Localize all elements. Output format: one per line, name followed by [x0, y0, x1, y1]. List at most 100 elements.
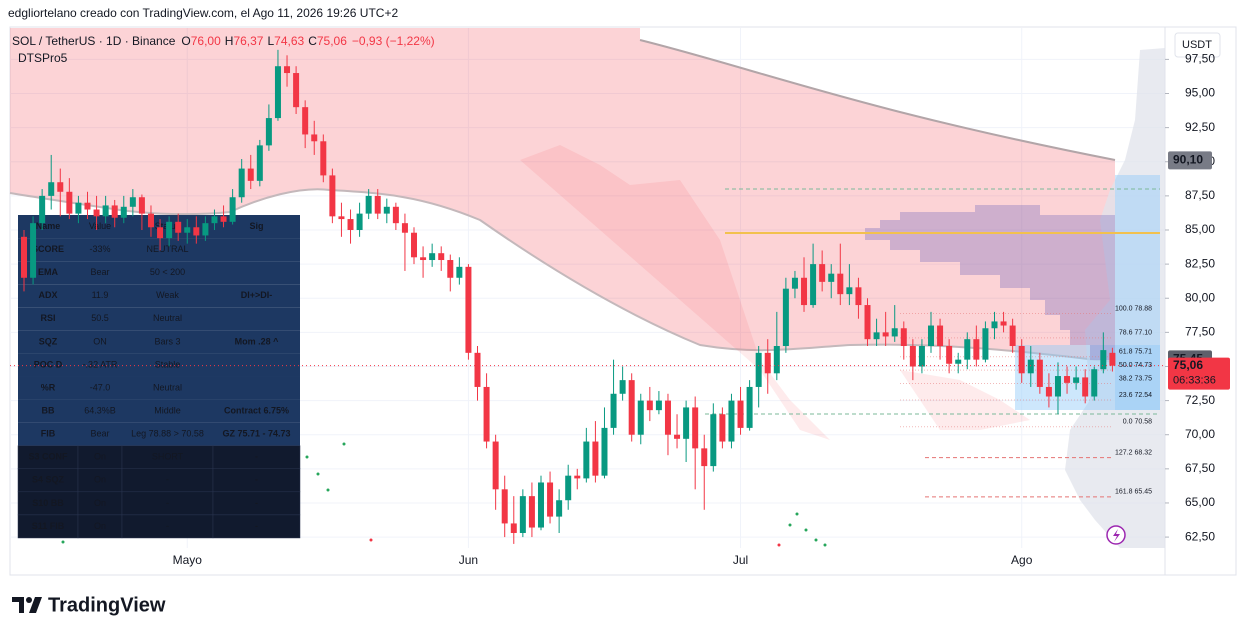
- table-text: POC D: [34, 359, 63, 369]
- ohlc-key: C: [308, 34, 317, 48]
- table-cell: [18, 422, 78, 446]
- candle-body: [728, 400, 735, 442]
- candle-body: [928, 325, 934, 347]
- candle-body: [528, 496, 535, 528]
- table-text: -: [255, 475, 258, 485]
- candle-body: [864, 305, 871, 340]
- candle-body: [284, 66, 291, 74]
- y-tick-label: 80,00: [1185, 290, 1215, 304]
- table-text: On: [94, 521, 106, 531]
- candle-body: [302, 107, 309, 135]
- candle-body: [311, 134, 318, 142]
- table-cell: [122, 261, 213, 285]
- y-tick-label: 67,50: [1185, 461, 1215, 475]
- candle-body: [21, 236, 27, 278]
- candle-body: [991, 321, 998, 329]
- table-text: Leg 78.88 > 70.58: [131, 429, 204, 439]
- candle-body: [238, 168, 245, 198]
- candle-body: [229, 197, 236, 222]
- table-text: Neutral: [153, 382, 182, 392]
- fib-label: 50.0 74.73: [1119, 362, 1152, 369]
- table-cell: [122, 284, 213, 308]
- ohlc-key: O: [181, 34, 190, 48]
- candle-body: [247, 168, 254, 181]
- candle-body: [274, 66, 281, 119]
- candle-body: [175, 221, 182, 233]
- table-text: BB: [42, 405, 55, 415]
- logo-mark: [12, 597, 24, 613]
- table-cell: [213, 376, 300, 400]
- candle-body: [701, 448, 708, 467]
- table-cell: [18, 399, 78, 423]
- candle-body: [147, 213, 154, 228]
- x-tick-label: Ago: [1011, 553, 1033, 567]
- table-text: On: [94, 452, 106, 462]
- table-cell: [122, 307, 213, 331]
- y-tick-label: 87,50: [1185, 188, 1215, 202]
- logo-mark: [29, 597, 42, 613]
- table-cell: [213, 307, 300, 331]
- table-cell: [213, 353, 300, 377]
- candle-body: [510, 523, 517, 533]
- dot: [823, 543, 827, 547]
- table-cell: [18, 353, 78, 377]
- table-text: -33%: [89, 244, 110, 254]
- table-text: On: [94, 475, 106, 485]
- candle-body: [39, 195, 46, 224]
- candle-body: [674, 434, 681, 439]
- dot: [342, 442, 346, 446]
- table-text: Mom .28 ^: [235, 336, 280, 346]
- candle-body: [982, 328, 989, 360]
- candle-body: [764, 352, 771, 374]
- y-tick-label: 72,50: [1185, 393, 1215, 407]
- candle-body: [556, 500, 563, 517]
- table-text: -47.0: [90, 382, 111, 392]
- table-cell: [122, 238, 213, 262]
- candle-body: [646, 400, 653, 411]
- candle-body: [592, 441, 599, 476]
- candle-body: [683, 407, 690, 439]
- dot: [369, 538, 373, 542]
- table-cell: [78, 307, 122, 331]
- dot: [61, 540, 65, 544]
- candle-body: [57, 182, 64, 192]
- x-tick-label: Jun: [459, 553, 478, 567]
- table-cell: [212, 514, 301, 539]
- cloud-edge: [9, 188, 1116, 363]
- table-cell: [122, 330, 213, 354]
- candle-body: [828, 273, 835, 282]
- table-text: S10 BB: [32, 498, 64, 508]
- candle-body: [1109, 352, 1116, 366]
- table-cell: [213, 422, 300, 446]
- candle-body: [900, 328, 907, 347]
- legend: SOL / TetherUS · 1D · Binance O76,00 H76,3…: [12, 34, 435, 48]
- y-tick-label: 97,50: [1185, 52, 1215, 66]
- credit: edgliortelano creado con TradingView.com…: [8, 6, 398, 20]
- candle-body: [420, 257, 427, 261]
- y-tick-label: 82,50: [1185, 256, 1215, 270]
- price-label: 90,10: [1173, 153, 1203, 167]
- price-label-box: [1168, 357, 1230, 390]
- price-label-box: [1168, 151, 1212, 170]
- candle-body: [610, 393, 617, 428]
- candle-body: [719, 414, 726, 442]
- table-text: Stable: [155, 359, 181, 369]
- table-text: DI+>DI-: [241, 290, 273, 300]
- candle-body: [30, 223, 37, 278]
- candle-body: [882, 332, 889, 337]
- candle-body: [1100, 350, 1107, 370]
- candle-body: [75, 202, 82, 214]
- table-text: Sig: [249, 221, 263, 231]
- ohlc-key: H: [225, 34, 234, 48]
- table-text: -: [166, 498, 169, 508]
- table-text: S4 SQZ: [32, 475, 65, 485]
- change: −0,93 (−1,22%): [352, 34, 435, 48]
- table-text: FIB: [41, 429, 56, 439]
- candle-body: [737, 400, 744, 428]
- candle-body: [501, 489, 508, 524]
- table-text: -: [255, 498, 258, 508]
- y-tick-label: 65,00: [1185, 495, 1215, 509]
- candle-body: [547, 482, 554, 517]
- currency-box[interactable]: [1174, 32, 1221, 58]
